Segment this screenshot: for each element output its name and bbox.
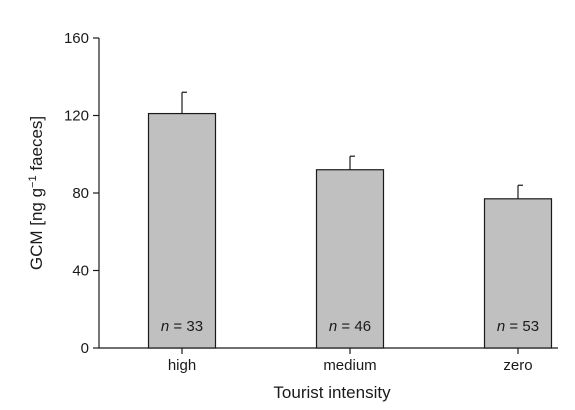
x-tick-label-zero: zero: [503, 357, 532, 374]
y-axis-title-main: GCM [ng g: [27, 188, 46, 270]
y-tick-label: 120: [64, 108, 89, 125]
x-tick-label-high: high: [168, 357, 196, 374]
x-axis: high medium zero: [99, 347, 558, 374]
y-tick-label: 0: [81, 340, 89, 357]
n-separator: =: [337, 318, 354, 335]
x-axis-title: Tourist intensity: [273, 383, 391, 402]
sample-size-label-medium: n = 46: [329, 318, 371, 335]
bar-zero: [483, 198, 553, 349]
y-tick-label: 160: [64, 30, 89, 47]
n-separator: =: [505, 318, 522, 335]
n-symbol: n: [161, 318, 169, 335]
n-symbol: n: [329, 318, 337, 335]
n-value: 53: [522, 318, 539, 335]
y-axis: 0 40 80 120 160: [64, 30, 100, 357]
n-value: 33: [186, 318, 203, 335]
sample-size-label-zero: n = 53: [497, 318, 539, 335]
y-tick-label: 80: [72, 185, 89, 202]
n-symbol: n: [497, 318, 505, 335]
bar-high: [147, 112, 217, 349]
y-axis-title-superscript: −1: [27, 175, 39, 188]
n-value: 46: [354, 318, 371, 335]
n-separator: =: [169, 318, 186, 335]
y-axis-title-tail: faeces]: [27, 116, 46, 176]
sample-size-label-high: n = 33: [161, 318, 203, 335]
bars: n = 33 n = 46 n = 53: [147, 91, 553, 349]
bar-medium: [315, 169, 385, 349]
x-tick-label-medium: medium: [323, 357, 376, 374]
y-axis-title: GCM [ng g−1 faeces]: [27, 116, 46, 270]
y-tick-label: 40: [72, 263, 89, 280]
